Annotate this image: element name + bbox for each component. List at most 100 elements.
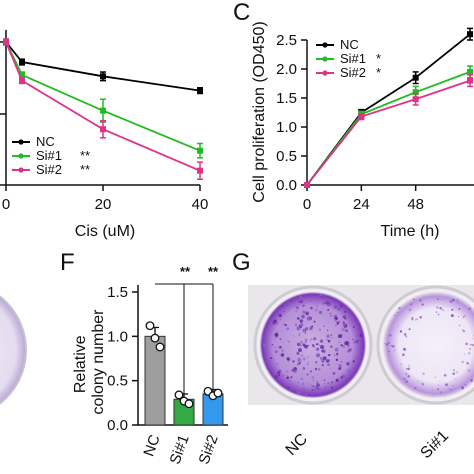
colony-dot bbox=[384, 343, 386, 345]
colony-dot bbox=[318, 368, 321, 371]
colony-dot bbox=[399, 330, 403, 333]
colony-dot bbox=[309, 326, 313, 331]
colony-dot bbox=[286, 327, 290, 331]
colony-dot bbox=[468, 307, 471, 310]
colony-dot bbox=[334, 314, 338, 318]
colony-dot bbox=[411, 317, 414, 321]
colony-dot bbox=[347, 344, 350, 347]
colony-dot bbox=[396, 312, 399, 314]
colony-dot bbox=[458, 315, 460, 318]
legend-significance: ** bbox=[80, 148, 90, 163]
colony-dot bbox=[452, 372, 456, 376]
colony-dot bbox=[359, 333, 363, 338]
colony-plates: NC Si#1 bbox=[248, 285, 474, 462]
colony-dot bbox=[440, 391, 442, 393]
colony-dot bbox=[388, 342, 391, 344]
colony-dot bbox=[284, 323, 287, 327]
colony-dot bbox=[279, 338, 282, 340]
colony-dot bbox=[279, 346, 282, 349]
colony-dot bbox=[286, 370, 289, 373]
colony-dot bbox=[329, 314, 333, 318]
colony-dot bbox=[450, 314, 454, 318]
colony-dot bbox=[317, 348, 319, 350]
colony-dot bbox=[405, 367, 408, 370]
colony-dot bbox=[298, 301, 301, 303]
colony-dot bbox=[266, 349, 269, 352]
colony-dot bbox=[302, 367, 306, 370]
colony-dot bbox=[467, 369, 471, 372]
colony-dot bbox=[318, 387, 322, 392]
x-tick-label: 24 bbox=[353, 196, 370, 213]
colony-dot bbox=[307, 356, 310, 358]
data-point bbox=[467, 77, 473, 84]
colony-dot bbox=[405, 380, 408, 383]
colony-dot bbox=[338, 341, 340, 343]
colony-dot bbox=[419, 316, 422, 319]
colony-dot bbox=[354, 328, 358, 331]
colony-dot bbox=[468, 347, 471, 350]
legend-marker bbox=[322, 56, 328, 62]
colony-dot bbox=[333, 305, 338, 309]
colony-dot bbox=[449, 300, 452, 303]
colony-dot bbox=[316, 383, 320, 387]
plate-label-si1: Si#1 bbox=[417, 427, 452, 462]
colony-dot bbox=[273, 319, 277, 323]
colony-dot bbox=[277, 347, 280, 349]
data-point bbox=[412, 96, 419, 103]
colony-dot bbox=[330, 381, 333, 384]
colony-dot bbox=[293, 370, 297, 374]
colony-dot bbox=[355, 333, 360, 338]
colony-dot bbox=[265, 330, 268, 333]
colony-dot bbox=[355, 339, 359, 344]
replicate-point bbox=[213, 388, 223, 398]
colony-dot bbox=[350, 318, 352, 321]
colony-dot bbox=[414, 387, 417, 390]
y-axis-label: Relative colony number bbox=[72, 309, 107, 415]
colony-dot bbox=[298, 348, 302, 353]
colony-dot bbox=[334, 324, 337, 327]
colony-dot bbox=[274, 346, 276, 349]
colony-dot bbox=[296, 352, 300, 355]
legend-marker bbox=[18, 167, 24, 173]
data-point bbox=[197, 167, 203, 174]
colony-dot bbox=[304, 341, 307, 344]
colony-dot bbox=[450, 389, 452, 391]
colony-dot bbox=[316, 387, 319, 390]
colony-dot bbox=[339, 334, 343, 338]
colony-dot bbox=[345, 329, 348, 333]
colony-dot bbox=[290, 376, 293, 379]
colony-dot bbox=[452, 369, 455, 372]
colony-dot bbox=[326, 338, 329, 341]
colony-dot bbox=[333, 354, 336, 357]
y-tick-label: 2.5 bbox=[276, 32, 297, 49]
colony-dot bbox=[310, 306, 313, 310]
colony-dot bbox=[340, 361, 343, 363]
colony-dot bbox=[271, 343, 274, 346]
colony-dot bbox=[341, 308, 343, 311]
colony-dot bbox=[342, 315, 346, 319]
colony-dot bbox=[342, 320, 344, 322]
colony-dot bbox=[421, 303, 424, 306]
colony-dot bbox=[323, 325, 325, 328]
colony-dot bbox=[439, 381, 441, 383]
legend-label: NC bbox=[36, 134, 55, 149]
colony-dot bbox=[434, 376, 436, 378]
panel-letter-g: G bbox=[232, 249, 251, 276]
series-line-si2 bbox=[306, 79, 471, 186]
legend-marker bbox=[322, 42, 328, 48]
colony-dot bbox=[283, 323, 285, 325]
colony-dot bbox=[471, 343, 474, 347]
colony-dot bbox=[334, 318, 337, 322]
colony-dot bbox=[411, 316, 414, 319]
colony-dot bbox=[296, 363, 299, 366]
colony-dot bbox=[451, 308, 454, 311]
data-point bbox=[197, 147, 203, 154]
colony-dot bbox=[302, 357, 306, 361]
colony-dot bbox=[327, 302, 331, 307]
colony-dot bbox=[407, 375, 410, 378]
colony-dot bbox=[277, 371, 281, 375]
replicate-point bbox=[150, 333, 160, 343]
colony-dot bbox=[319, 339, 324, 343]
colony-dot bbox=[304, 332, 307, 334]
